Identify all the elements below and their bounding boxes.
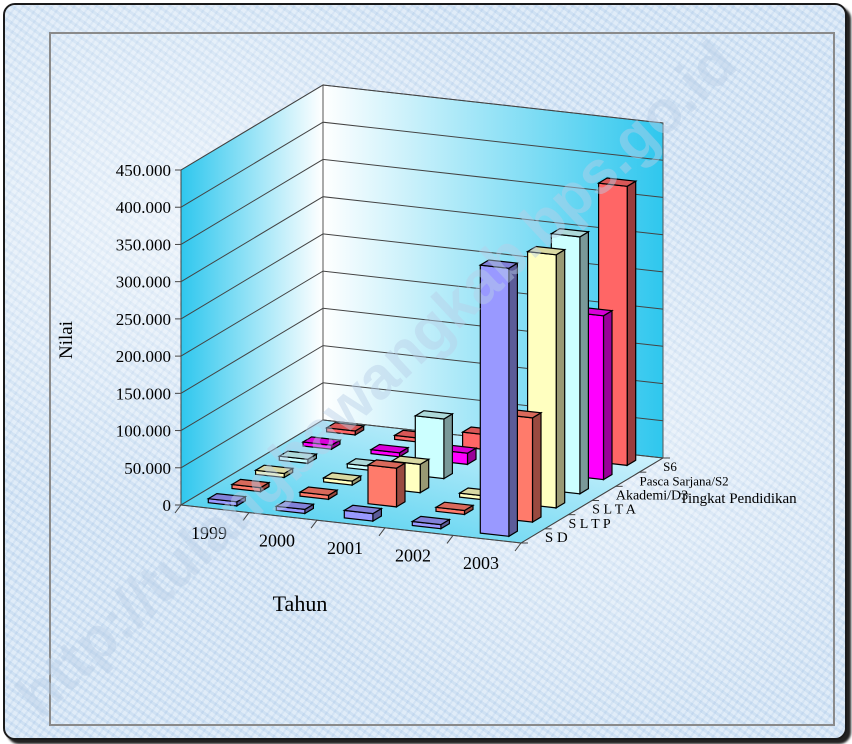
y-tick-label: 0 [163,496,172,515]
bar-side [508,262,519,538]
bar-top [525,245,567,256]
bar-top [274,500,316,511]
bar-top [366,459,407,469]
x-tick-mark [174,504,182,514]
z-tick-label: S D [545,530,568,546]
bar [301,436,342,451]
y-tick-label: 150.000 [116,384,171,403]
bar-top [321,472,363,482]
y-tick-label: 450.000 [116,161,171,180]
bar-top [206,492,248,503]
bar-side [626,180,637,467]
bar [478,259,520,538]
bar-side [395,462,406,508]
bar-top [389,455,431,466]
x-tick-mark [310,519,318,529]
bar-top [277,450,319,460]
x-tick-label: 2002 [395,546,431,566]
bar-front [367,464,398,508]
bar-side [555,248,566,509]
bar [369,443,410,458]
x-axis-title: Tahun [273,591,328,616]
z-tick-label: S L T A [592,503,637,518]
x-tick-mark [446,535,454,544]
gridline [180,196,664,283]
bar [321,472,363,487]
bar [324,422,366,437]
bar-top [342,504,384,515]
bar-top [324,422,366,432]
x-tick-label: 1999 [191,523,227,543]
bar [298,486,339,501]
bar-top [434,501,475,512]
z-tick-label: Pasca Sarjana/S2 [640,473,729,488]
y-tick-label: 300.000 [116,273,171,292]
z-axis-title: Tingkat Pendidikan [679,491,797,507]
x-tick-label: 2003 [463,553,499,573]
bar-side [443,412,453,480]
bar-side [602,309,613,481]
bar-top [596,177,638,187]
y-tick-label: 250.000 [116,310,171,329]
y-tick-label: 100.000 [116,422,171,441]
bar [253,464,295,479]
y-tick-label: 200.000 [116,347,171,366]
bar-top [413,410,455,420]
gridline [180,84,664,171]
bar [342,504,384,523]
bar-side [579,230,590,495]
bar-front [479,264,510,537]
gridline [180,121,664,208]
bar [230,478,271,493]
x-tick-label: 2000 [259,530,295,550]
bar-top [253,464,295,475]
bar-top [230,478,271,489]
bar-top [369,443,410,454]
x-tick-label: 2001 [327,538,363,558]
bar-top [301,436,342,446]
bar-top [549,227,591,238]
x-axis-line [180,504,522,544]
x-tick-mark [514,542,522,552]
bar-top [410,515,452,526]
y-tick-label: 50.000 [124,459,171,478]
bar [274,500,316,515]
bar-top [478,259,520,269]
x-tick-mark [378,527,386,537]
y-tick-label: 350.000 [116,235,171,254]
bar [277,450,319,465]
bar [366,459,407,508]
bar [410,515,452,530]
z-tick-label: S L T P [569,517,611,532]
x-tick-mark [242,512,250,521]
y-tick-label: 400.000 [116,198,171,217]
bar-top [298,486,339,496]
y-axis-title: Nilai [56,321,77,359]
bar [206,492,248,507]
plot-area-border [49,32,835,726]
bar [434,501,475,516]
z-tick-label: Akademi/D3 [616,488,688,503]
gridline [180,158,664,245]
z-tick-label: S6 [663,459,677,474]
bar-side [531,411,542,524]
